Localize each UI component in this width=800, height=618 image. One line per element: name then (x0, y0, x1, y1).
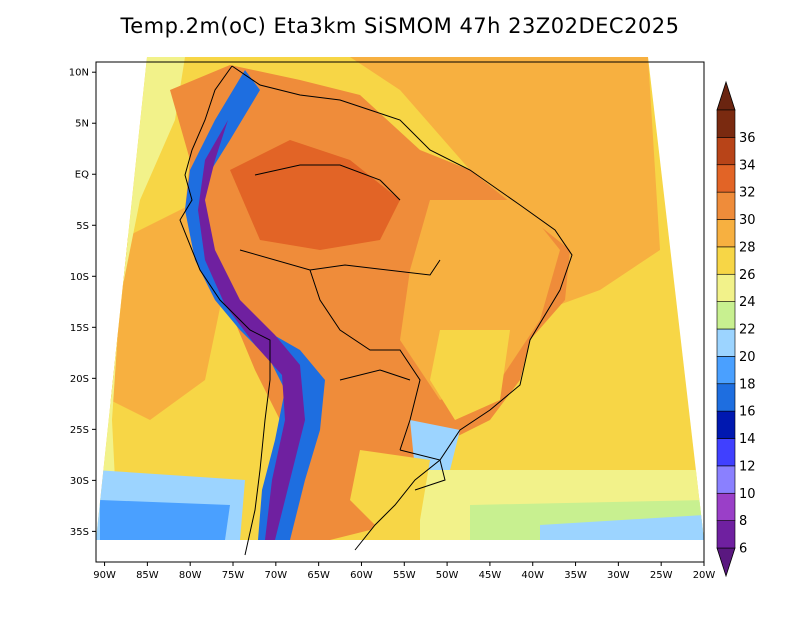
lon-tick-label: 30W (607, 570, 630, 581)
lon-tick-label: 35W (564, 570, 587, 581)
lon-tick-label: 60W (350, 570, 373, 581)
pacific-coastline (179, 65, 271, 556)
colorbar-label: 30 (739, 213, 756, 228)
colorbar-segment (716, 356, 736, 385)
colorbar-label: 28 (739, 240, 756, 255)
lon-tick-label: 50W (436, 570, 459, 581)
colorbar-segment (716, 137, 736, 166)
lat-tick-label: 30S (70, 476, 89, 487)
lon-tick-label: 70W (265, 570, 288, 581)
colorbar-label: 18 (739, 377, 756, 392)
lon-tick-label: 85W (136, 570, 159, 581)
south-pacific-cold (100, 500, 230, 540)
colorbar-segment (716, 383, 736, 412)
longitude-axis: 90W 85W 80W 75W 70W 65W 60W 55W 50W 45W 40W 35W 30W 2… (93, 562, 715, 581)
warm-atlantic-zone (350, 57, 660, 310)
colorbar-label: 14 (739, 432, 756, 447)
colorbar-segment (716, 109, 736, 138)
lon-tick-label: 75W (222, 570, 245, 581)
lat-tick-label: 10N (69, 68, 89, 79)
lon-tick-label: 20W (693, 570, 716, 581)
colorbar-label: 32 (739, 186, 756, 201)
map-title: Temp.2m(oC) Eta3km SiSMOM 47h 23Z02DEC20… (120, 14, 680, 38)
colorbar-segment (716, 438, 736, 467)
lat-tick-label: EQ (75, 170, 89, 181)
temperature-field (96, 57, 704, 540)
lon-tick-label: 55W (393, 570, 416, 581)
lat-tick-label: 5N (75, 119, 89, 130)
colorbar-segment (716, 520, 736, 549)
south-atlantic-cold (540, 515, 704, 540)
border-bolivia (309, 269, 421, 451)
atlantic-coastline (231, 65, 573, 551)
southeast-mild (430, 330, 510, 420)
colorbar-segment (716, 246, 736, 275)
lon-tick-label: 45W (479, 570, 502, 581)
colorbar-segment (716, 492, 736, 521)
colorbar-label: 6 (739, 542, 747, 557)
colorbar-label: 24 (739, 295, 756, 310)
colorbar-segment (716, 219, 736, 248)
colorbar-segment (716, 465, 736, 494)
colorbar-segment (716, 164, 736, 193)
lat-tick-label: 15S (70, 323, 89, 334)
border-paraguay (339, 369, 411, 381)
latitude-axis: 10N 5N EQ 5S 10S 15S 20S 25S 30S 35S (69, 68, 96, 538)
amazon-hot-core (230, 140, 400, 250)
map-frame (95, 61, 705, 563)
border-colombia (254, 164, 401, 201)
lon-tick-label: 65W (307, 570, 330, 581)
lat-tick-label: 10S (70, 272, 89, 283)
colorbar-label: 16 (739, 405, 756, 420)
colorbar-label: 12 (739, 459, 756, 474)
colorbar: 6 8 10 12 14 16 18 20 22 24 26 28 30 32 34 36 (716, 80, 756, 578)
colorbar-label: 20 (739, 350, 756, 365)
boundaries (179, 65, 573, 556)
colorbar-segment (716, 328, 736, 357)
colorbar-label: 22 (739, 323, 756, 338)
colorbar-label: 26 (739, 268, 756, 283)
lon-tick-label: 40W (521, 570, 544, 581)
colorbar-low-arrow (716, 547, 736, 578)
colorbar-segment (716, 273, 736, 302)
colorbar-label: 36 (739, 131, 756, 146)
colorbar-label: 10 (739, 487, 756, 502)
colorbar-high-arrow (716, 80, 736, 111)
lat-tick-label: 35S (70, 527, 89, 538)
colorbar-label: 8 (739, 514, 747, 529)
colorbar-segment (716, 301, 736, 330)
lat-tick-label: 25S (70, 425, 89, 436)
lon-tick-label: 90W (93, 570, 116, 581)
andes-cold-core (198, 120, 305, 540)
colorbar-segment (716, 410, 736, 439)
pampas-zone (350, 450, 430, 530)
lon-tick-label: 80W (179, 570, 202, 581)
lat-tick-label: 5S (76, 221, 89, 232)
colorbar-segment (716, 191, 736, 220)
colorbar-label: 34 (739, 158, 756, 173)
lon-tick-label: 25W (650, 570, 673, 581)
border-brazil-north (239, 249, 441, 276)
serra-cool-spot (410, 420, 460, 470)
lat-tick-label: 20S (70, 374, 89, 385)
border-uruguay (399, 449, 446, 491)
